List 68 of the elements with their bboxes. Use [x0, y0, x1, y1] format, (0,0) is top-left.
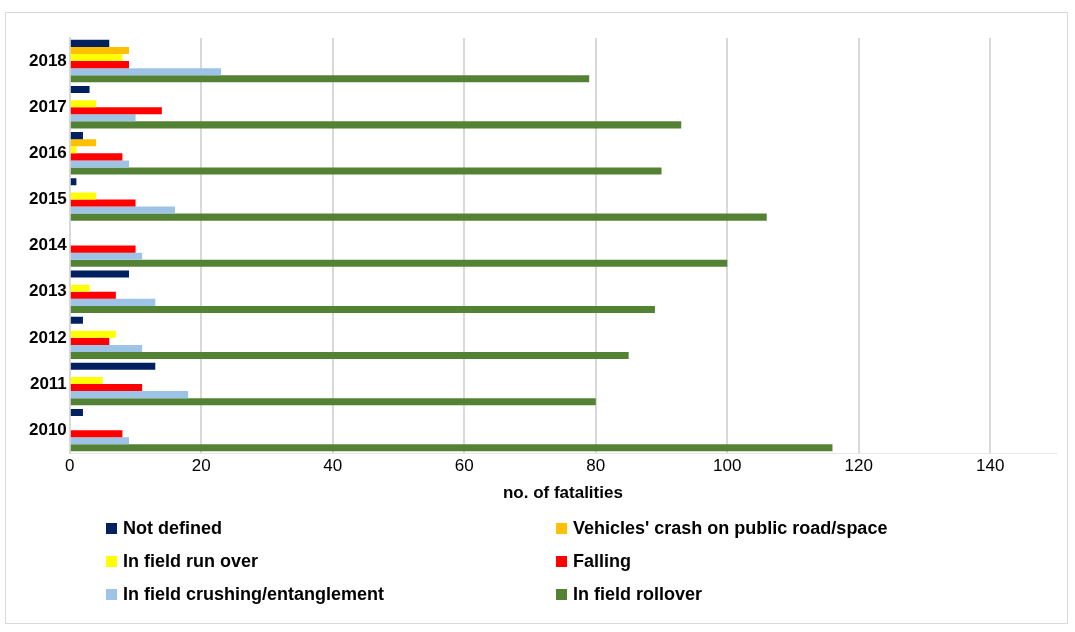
legend-label: In field rollover: [573, 584, 703, 605]
bar: [70, 384, 143, 392]
bar: [70, 344, 143, 353]
x-axis-title: no. of fatalities: [502, 483, 623, 503]
bar: [70, 430, 123, 438]
bar: [70, 85, 90, 94]
x-tick-label: 60: [454, 456, 474, 476]
legend-label: Falling: [573, 551, 631, 572]
legend-label: In field run over: [123, 551, 259, 572]
y-tick-label: 2012: [28, 327, 67, 347]
bar: [70, 376, 103, 384]
bar: [70, 362, 156, 370]
bar: [70, 68, 222, 76]
bar: [70, 199, 136, 207]
x-tick-label: 120: [844, 456, 873, 476]
bar: [70, 337, 110, 345]
bar: [70, 437, 129, 445]
bar: [70, 139, 97, 147]
y-tick-label: 2014: [28, 235, 68, 255]
bar: [70, 270, 129, 278]
bar: [70, 121, 682, 129]
bar: [70, 178, 77, 186]
y-tick-label: 2011: [29, 373, 67, 393]
y-tick-label: 2010: [28, 419, 67, 439]
x-tick-label: 140: [976, 456, 1005, 476]
y-tick-label: 2015: [28, 189, 67, 209]
bar: [70, 46, 129, 54]
y-tick-label: 2013: [28, 281, 67, 301]
bar: [70, 100, 97, 108]
bar: [70, 291, 116, 299]
bar: [70, 167, 662, 175]
bar: [70, 298, 156, 306]
bar: [70, 305, 655, 313]
bar: [70, 53, 123, 62]
bar: [70, 352, 629, 360]
legend-label: Not defined: [123, 518, 222, 539]
bar: [70, 398, 596, 406]
x-tick-label: 40: [323, 456, 343, 476]
bar: [70, 330, 116, 338]
x-tick-label: 80: [586, 456, 606, 476]
x-tick-label: 100: [713, 456, 742, 476]
y-tick-label: 2016: [28, 143, 67, 163]
bar: [70, 153, 123, 161]
y-tick-label: 2017: [28, 96, 67, 116]
bar: [70, 39, 110, 47]
bar: [70, 252, 143, 260]
y-tick-label: 2018: [28, 50, 67, 70]
bar: [70, 107, 162, 115]
bar: [70, 61, 129, 69]
bar: [70, 408, 83, 416]
bar: [70, 114, 136, 122]
bar: [70, 213, 767, 221]
bar: [70, 259, 728, 267]
bar: [70, 206, 176, 214]
bar: [70, 391, 189, 399]
bar: [70, 132, 83, 140]
legend-label: In field crushing/entanglement: [123, 584, 385, 605]
bar: [70, 245, 136, 253]
bar: [70, 284, 90, 292]
bar: [70, 316, 83, 324]
bar: [70, 146, 77, 154]
bar: [70, 444, 833, 452]
x-tick-label: 0: [65, 456, 75, 476]
x-tick-label: 20: [191, 456, 211, 476]
bar: [70, 160, 129, 168]
bar: [70, 192, 97, 200]
bar: [70, 75, 590, 83]
legend-label: Vehicles' crash on public road/space: [573, 518, 888, 539]
